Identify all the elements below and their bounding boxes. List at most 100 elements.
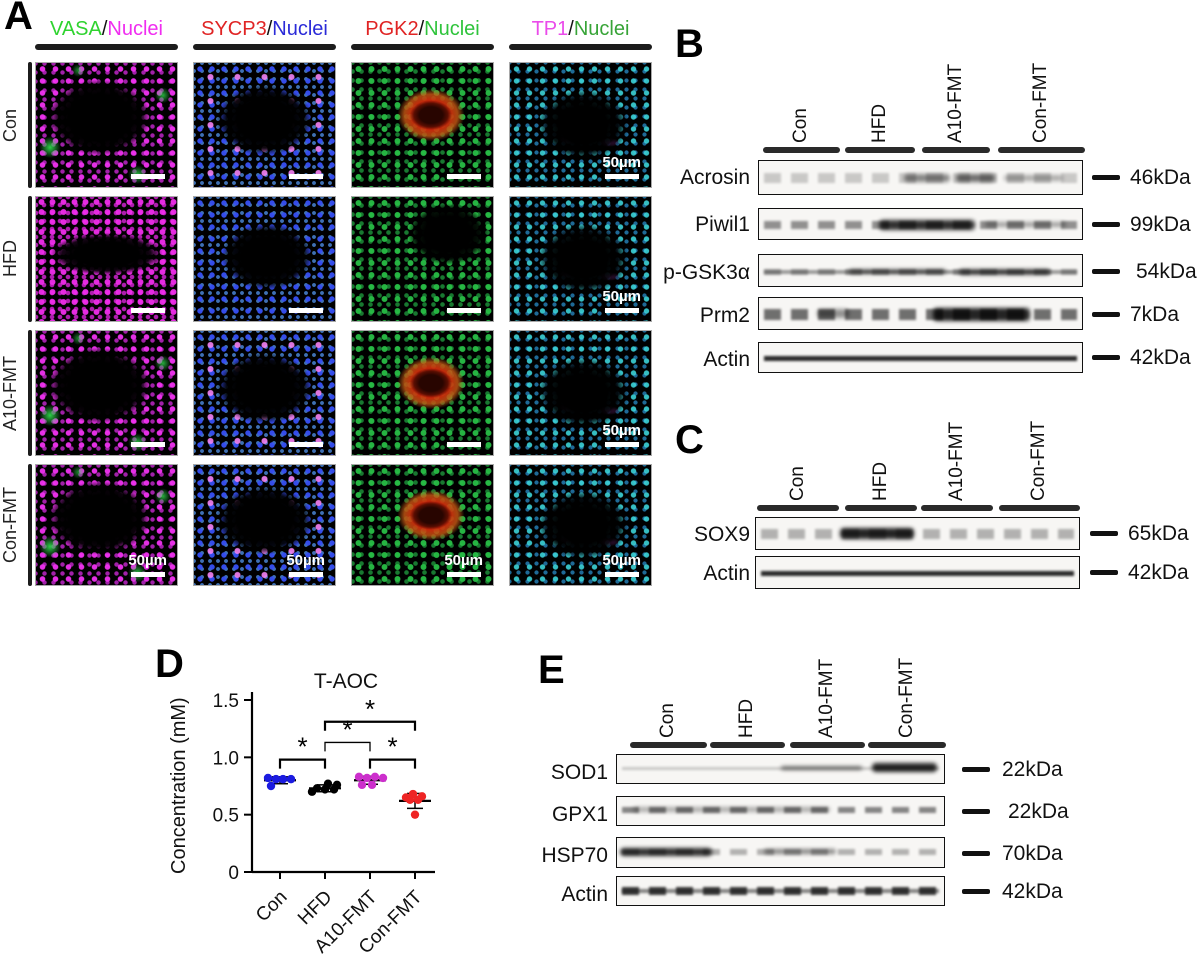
micro-image-hfd-sycp3 <box>193 196 336 322</box>
group-underline <box>763 147 840 153</box>
stain-name: PGK2 <box>365 18 419 40</box>
significance-bracket <box>368 758 417 769</box>
scale-bar-label: 50µm <box>444 552 483 569</box>
group-underline <box>630 742 707 748</box>
row-label-a10fmt: A10-FMT <box>0 355 20 431</box>
blot-pgsk3a <box>758 254 1083 287</box>
row-sideline <box>28 464 32 586</box>
separator: / <box>418 18 425 40</box>
micro-image-hfd-vasa <box>35 196 178 322</box>
row-label-con: Con <box>0 108 20 142</box>
kda-label: 70kDa <box>1002 842 1063 865</box>
micro-image-confmt-sycp3: 50µm <box>193 464 336 586</box>
kda-label: 65kDa <box>1128 522 1189 545</box>
significance-star: * <box>342 714 352 744</box>
micro-image-con-pgk2 <box>351 62 494 188</box>
blot-piwil1 <box>758 208 1083 240</box>
kda-label: 99kDa <box>1130 213 1191 236</box>
separator: / <box>101 18 108 40</box>
kda-dash <box>962 851 990 856</box>
kda-dash <box>962 809 990 814</box>
scale-bar <box>131 572 165 577</box>
protein-label: SOX9 <box>693 523 750 546</box>
data-point-Con <box>286 774 296 784</box>
counterstain-name: Nuclei <box>107 18 163 40</box>
micro-image-confmt-pgk2: 50µm <box>351 464 494 586</box>
scale-bar-label: 50µm <box>602 288 641 305</box>
stain-name: SYCP3 <box>201 18 267 40</box>
scale-bar <box>289 572 323 577</box>
x-category-label: Con <box>252 887 291 926</box>
y-tick-label: 0 <box>228 863 239 884</box>
micro-image-a10fmt-pgk2 <box>351 330 494 456</box>
group-label-a10fmt: A10-FMT <box>816 658 837 738</box>
data-point-A10-FMT <box>367 780 377 790</box>
significance-bracket <box>278 758 327 769</box>
group-label-con: Con <box>790 108 811 143</box>
blot-sox9 <box>755 517 1080 550</box>
group-label-a10fmt: A10-FMT <box>945 63 966 143</box>
kda-label: 7kDa <box>1130 303 1180 326</box>
blot-acrosin <box>758 160 1083 195</box>
panel-d-label: D <box>155 642 184 686</box>
data-point-Con <box>266 781 276 791</box>
scale-bar <box>289 308 323 313</box>
scale-bar <box>447 442 481 447</box>
micro-image-a10fmt-tp1: 50µm <box>509 330 652 456</box>
micro-image-confmt-vasa: 50µm <box>35 464 178 586</box>
kda-dash <box>1092 175 1120 180</box>
stain-name: TP1 <box>531 18 569 40</box>
protein-label: GPX1 <box>551 803 608 826</box>
counterstain-name: Nuclei <box>272 18 328 40</box>
scale-bar <box>131 442 165 447</box>
micro-image-con-vasa <box>35 62 178 188</box>
data-point-A10-FMT <box>362 773 372 783</box>
column-underline <box>35 44 178 50</box>
y-tick-label: 1.0 <box>213 748 239 769</box>
micro-image-hfd-tp1: 50µm <box>509 196 652 322</box>
kda-dash <box>962 767 990 772</box>
scale-bar <box>605 308 639 313</box>
row-sideline <box>28 330 32 456</box>
group-underline <box>921 505 993 511</box>
scale-bar-label: 50µm <box>286 552 325 569</box>
scale-bar <box>289 174 323 179</box>
kda-label: 46kDa <box>1130 166 1191 189</box>
row-sideline <box>28 196 32 322</box>
scale-bar <box>605 572 639 577</box>
separator: / <box>266 18 273 40</box>
kda-label: 42kDa <box>1002 880 1063 903</box>
group-underline <box>845 147 915 153</box>
group-underline <box>868 742 946 748</box>
scale-bar <box>605 442 639 447</box>
data-point-Con <box>278 774 288 784</box>
row-sideline <box>28 62 32 188</box>
scale-bar <box>289 442 323 447</box>
data-point-A10-FMT <box>378 773 388 783</box>
scale-bar <box>447 308 481 313</box>
significance-star: * <box>387 732 397 762</box>
group-underline <box>790 742 865 748</box>
blot-sod1 <box>616 754 945 784</box>
protein-label: Actin <box>561 883 608 906</box>
blot-prm2 <box>758 297 1083 330</box>
row-label-hfd: HFD <box>0 240 20 278</box>
kda-label: 54kDa <box>1136 260 1197 283</box>
separator: / <box>568 18 574 40</box>
group-label-con: Con <box>787 466 808 501</box>
group-label-confmt: Con-FMT <box>1030 62 1051 143</box>
group-label-hfd: HFD <box>869 103 890 143</box>
kda-label: 22kDa <box>1008 800 1069 823</box>
kda-dash <box>962 889 990 894</box>
scale-bar <box>131 174 165 179</box>
scale-bar <box>605 174 639 179</box>
group-underline <box>710 742 785 748</box>
column-header-tp1: TP1/Nuclei <box>509 18 652 41</box>
stain-name: VASA <box>49 18 102 40</box>
column-underline <box>193 44 336 50</box>
kda-dash <box>1090 570 1118 575</box>
blot-gpx1 <box>616 796 945 826</box>
panel-c-label: C <box>675 418 704 462</box>
scale-bar-label: 50µm <box>602 422 641 439</box>
